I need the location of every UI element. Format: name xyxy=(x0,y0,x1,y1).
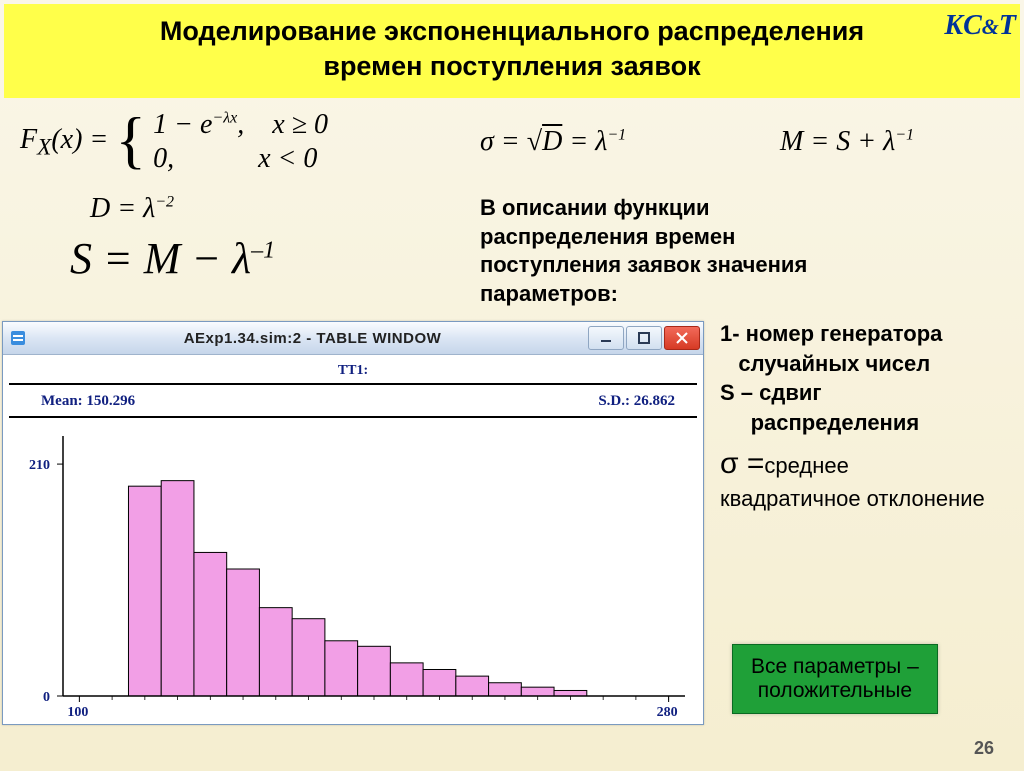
separator xyxy=(9,416,697,418)
minimize-button[interactable] xyxy=(588,326,624,350)
window-body: TT1: Mean: 150.296 S.D.: 26.862 21001002… xyxy=(3,355,703,724)
param-s: S – сдвиг распределения xyxy=(720,378,1010,437)
table-label: TT1: xyxy=(3,355,703,383)
formula-fx: FX(x) = { 1 − e−λx, x ≥ 0 0, x < 0 xyxy=(20,108,328,175)
maximize-button[interactable] xyxy=(626,326,662,350)
title-line-2: времен поступления заявок xyxy=(14,49,1010,84)
svg-text:280: 280 xyxy=(657,705,678,720)
param-sigma: σ =среднее квадратичное отклонение xyxy=(720,444,1010,514)
close-icon xyxy=(676,332,688,344)
brace-icon: { xyxy=(115,114,146,165)
formula-d: D = λ−2 xyxy=(90,193,174,225)
close-button[interactable] xyxy=(664,326,700,350)
formula-m: M = S + λ−1 xyxy=(780,126,914,158)
window-controls xyxy=(588,326,700,350)
separator xyxy=(9,383,697,385)
svg-text:100: 100 xyxy=(67,705,88,720)
parameters-list: 1- номер генератора случайных чисел S – … xyxy=(720,319,1010,514)
formula-s: S = M − λ–1 xyxy=(70,233,275,284)
description-text: В описании функции распределения времен … xyxy=(480,194,860,308)
maximize-icon xyxy=(638,332,650,344)
param-1: 1- номер генератора случайных чисел xyxy=(720,319,1010,378)
logo: KC&T xyxy=(944,10,1016,42)
note-box: Все параметры – положительные xyxy=(732,644,938,714)
title-band: Моделирование экспоненциального распреде… xyxy=(4,4,1020,98)
app-icon xyxy=(9,329,27,347)
window-titlebar[interactable]: AExp1.34.sim:2 - TABLE WINDOW xyxy=(3,322,703,355)
table-window: AExp1.34.sim:2 - TABLE WINDOW TT1: Mean:… xyxy=(2,321,704,725)
chart-svg: 210 0 100 280 xyxy=(11,424,695,724)
histogram-chart: 210 0 100 280 xyxy=(11,424,695,724)
svg-text:0: 0 xyxy=(43,690,50,705)
window-title: AExp1.34.sim:2 - TABLE WINDOW xyxy=(37,330,588,347)
formula-sigma: σ = √D = λ−1 xyxy=(480,126,626,158)
mean-value: Mean: 150.296 xyxy=(41,393,135,410)
page-number: 26 xyxy=(974,738,994,759)
minimize-icon xyxy=(600,332,612,344)
title-line-1: Моделирование экспоненциального распреде… xyxy=(14,14,1010,49)
sd-value: S.D.: 26.862 xyxy=(598,393,675,410)
svg-text:210: 210 xyxy=(29,458,50,473)
stats-row: Mean: 150.296 S.D.: 26.862 xyxy=(3,387,703,416)
